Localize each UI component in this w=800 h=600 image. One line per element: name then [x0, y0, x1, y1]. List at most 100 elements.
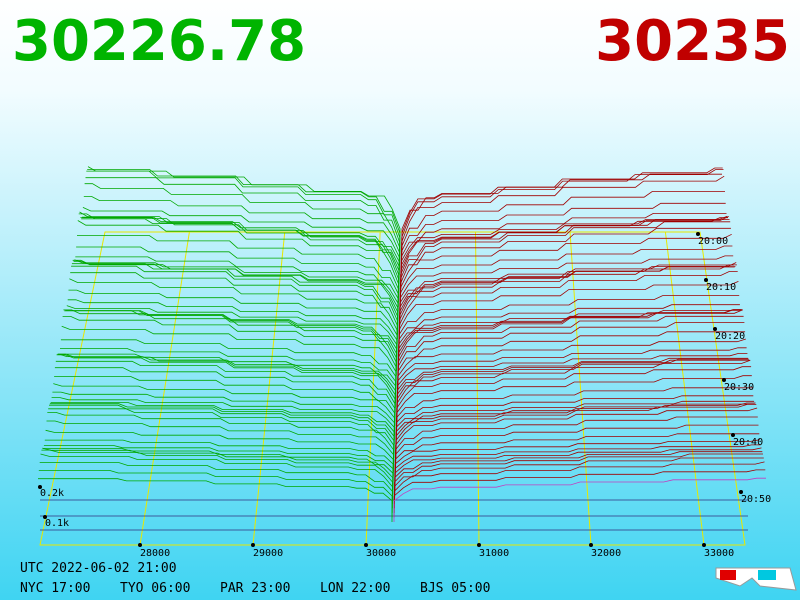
time-tick	[713, 327, 717, 331]
bid-depth-line	[75, 256, 399, 321]
volume-tick	[38, 485, 42, 489]
ask-depth-line	[399, 255, 734, 321]
floor-outline	[39, 231, 746, 546]
ask-depth-line	[398, 304, 740, 362]
price-label: 33000	[704, 548, 734, 559]
bid-depth-line	[74, 259, 399, 326]
bid-depth-line	[84, 183, 400, 271]
bid-depth-line	[49, 404, 395, 463]
bid-depth-line	[68, 289, 398, 358]
bid-depth-line	[78, 213, 399, 303]
time-label: 20:00	[698, 236, 728, 247]
bid-depth-line	[54, 376, 396, 436]
time-label: 20:50	[741, 494, 771, 505]
bid-depth-line	[82, 207, 400, 280]
bid-depth-line	[71, 265, 398, 344]
ask-depth-line	[395, 387, 753, 440]
bid-depth-line	[77, 220, 399, 307]
price-grid-line	[569, 231, 592, 546]
bid-price: 30226.78	[12, 9, 306, 74]
ask-depth-line	[395, 407, 758, 468]
ask-price: 30235	[595, 9, 790, 74]
ask-depth-line	[396, 366, 752, 431]
bid-depth-line	[77, 235, 399, 312]
floor-grid	[39, 231, 748, 546]
bid-depth-line	[66, 305, 398, 367]
bid-depth-line	[38, 478, 393, 522]
bid-depth-line	[61, 325, 397, 394]
price-label: 28000	[140, 548, 170, 559]
ask-depth-line	[396, 357, 749, 413]
time-label: 20:10	[706, 282, 736, 293]
ask-depth-line	[399, 233, 732, 312]
bid-depth-line	[43, 445, 394, 490]
time-tick	[704, 278, 708, 282]
bid-depth-line	[43, 448, 394, 495]
price-label: 32000	[591, 548, 621, 559]
price-tick	[589, 543, 593, 547]
bid-depth-line	[41, 449, 393, 504]
time-label: 20:40	[733, 437, 763, 448]
ask-depth-line	[401, 167, 723, 257]
bid-depth-line	[83, 196, 400, 275]
ask-depth-line	[400, 213, 727, 280]
ask-depth-line	[394, 447, 762, 495]
bid-depth-line	[76, 246, 399, 317]
ask-depth-line	[393, 461, 765, 513]
bid-depth-line	[63, 309, 397, 385]
ask-depth-line	[398, 262, 737, 339]
bid-depth-line	[47, 412, 394, 472]
ask-depth-line	[398, 271, 738, 349]
bid-depth-line	[60, 339, 397, 399]
glasses-icon	[715, 567, 797, 591]
ask-depth-line	[397, 338, 747, 399]
bid-depth-line	[87, 169, 401, 257]
price-tick	[477, 543, 481, 547]
ask-depth-line	[396, 375, 752, 436]
ask-depth-line	[397, 315, 744, 385]
bid-depth-line	[48, 408, 395, 468]
time-tick	[739, 490, 743, 494]
ask-depth-line	[397, 347, 747, 404]
ask-depth-line	[399, 264, 734, 326]
ask-depth-line	[400, 202, 726, 275]
bid-depth-line	[55, 360, 396, 426]
ask-depth-line	[400, 221, 731, 303]
bid-depth-line	[46, 420, 394, 477]
ask-depth-line	[395, 395, 754, 445]
time-tick	[731, 433, 735, 437]
ask-depth-line	[401, 191, 725, 271]
ask-depth-line	[396, 353, 748, 408]
price-tick	[251, 543, 255, 547]
ask-depth-line	[398, 281, 739, 353]
bid-depth-line	[54, 367, 396, 431]
ask-depth-line	[394, 433, 760, 481]
bid-depth-line	[70, 272, 398, 349]
ask-depth-line	[397, 309, 744, 381]
ask-depth-line	[396, 358, 749, 417]
ask-depth-line	[401, 173, 722, 252]
time-label: 20:30	[724, 382, 754, 393]
ask-depth-line	[394, 451, 763, 500]
depth-curves	[38, 166, 766, 522]
bid-depth-line	[45, 429, 394, 481]
bid-depth-line	[38, 470, 393, 518]
ask-depth-line	[397, 309, 743, 376]
ask-depth-line	[395, 400, 755, 449]
ask-depth-line	[394, 444, 761, 490]
volume-tick	[43, 515, 47, 519]
ask-depth-line	[398, 264, 737, 344]
bid-depth-line	[85, 177, 401, 266]
price-tick	[138, 543, 142, 547]
ask-depth-line	[396, 359, 751, 426]
price-grid-line	[139, 231, 190, 546]
ask-depth-line	[398, 295, 740, 358]
volume-label: 0.2k	[40, 488, 64, 499]
price-label: 29000	[253, 548, 283, 559]
bid-depth-line	[57, 353, 396, 417]
price-grid-line	[252, 231, 286, 546]
ask-depth-line	[399, 245, 733, 317]
time-tick	[722, 378, 726, 382]
ask-depth-line	[393, 477, 766, 522]
